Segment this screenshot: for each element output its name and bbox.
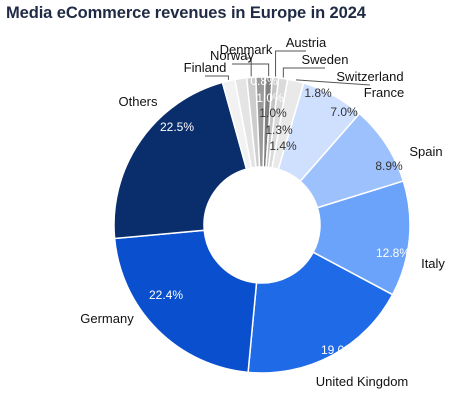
connector-denmark bbox=[246, 57, 252, 77]
value-label-france: 7.0% bbox=[330, 105, 358, 119]
value-label-sweden: 1.0% bbox=[256, 91, 284, 105]
value-label-spain: 8.9% bbox=[375, 159, 403, 173]
category-label-germany: Germany bbox=[80, 311, 134, 326]
category-label-finland: Finland bbox=[184, 60, 227, 75]
value-label-germany: 22.4% bbox=[149, 288, 183, 302]
connector-finland bbox=[205, 75, 229, 80]
category-label-switzerland: Switzerland bbox=[336, 69, 403, 84]
slice-group bbox=[113, 76, 411, 374]
connector-austria bbox=[275, 50, 306, 77]
category-label-spain: Spain bbox=[409, 144, 442, 159]
category-label-austria: Austria bbox=[286, 35, 327, 50]
connector-norway bbox=[232, 63, 270, 77]
category-label-denmark: Denmark bbox=[220, 42, 273, 57]
value-label-italy: 12.8% bbox=[376, 246, 410, 260]
value-label-unlabeled-11: 1.3% bbox=[265, 123, 293, 137]
slice-united-kingdom bbox=[247, 251, 394, 374]
category-label-others: Others bbox=[118, 94, 158, 109]
value-label-group: 0.8% 1.0% 1.8% 7.0% 8.9% 12.8% 19.0% 22.4% 22.5%… bbox=[149, 74, 410, 357]
value-label-united-kingdom: 19.0% bbox=[321, 343, 355, 357]
value-label-others: 22.5% bbox=[160, 120, 194, 134]
slice-unlabeled-13 bbox=[255, 76, 266, 168]
category-label-italy: Italy bbox=[421, 256, 445, 271]
value-label-switzerland: 1.8% bbox=[304, 86, 332, 100]
category-label-norway: Norway bbox=[210, 48, 255, 63]
chart-title: Media eCommerce revenues in Europe in 20… bbox=[6, 4, 366, 22]
connector-sweden bbox=[282, 67, 325, 78]
slice-germany bbox=[113, 229, 258, 374]
value-label-norway: 0.8% bbox=[250, 74, 278, 88]
connector-group bbox=[205, 50, 371, 86]
category-label-united-kingdom: United Kingdom bbox=[316, 374, 409, 389]
category-label-sweden: Sweden bbox=[302, 52, 349, 67]
value-label-finland: 1.4% bbox=[269, 139, 297, 153]
connector-switzerland bbox=[295, 79, 371, 86]
category-label-france: France bbox=[364, 85, 404, 100]
slice-others bbox=[113, 81, 248, 240]
value-label-denmark: 1.0% bbox=[259, 106, 287, 120]
